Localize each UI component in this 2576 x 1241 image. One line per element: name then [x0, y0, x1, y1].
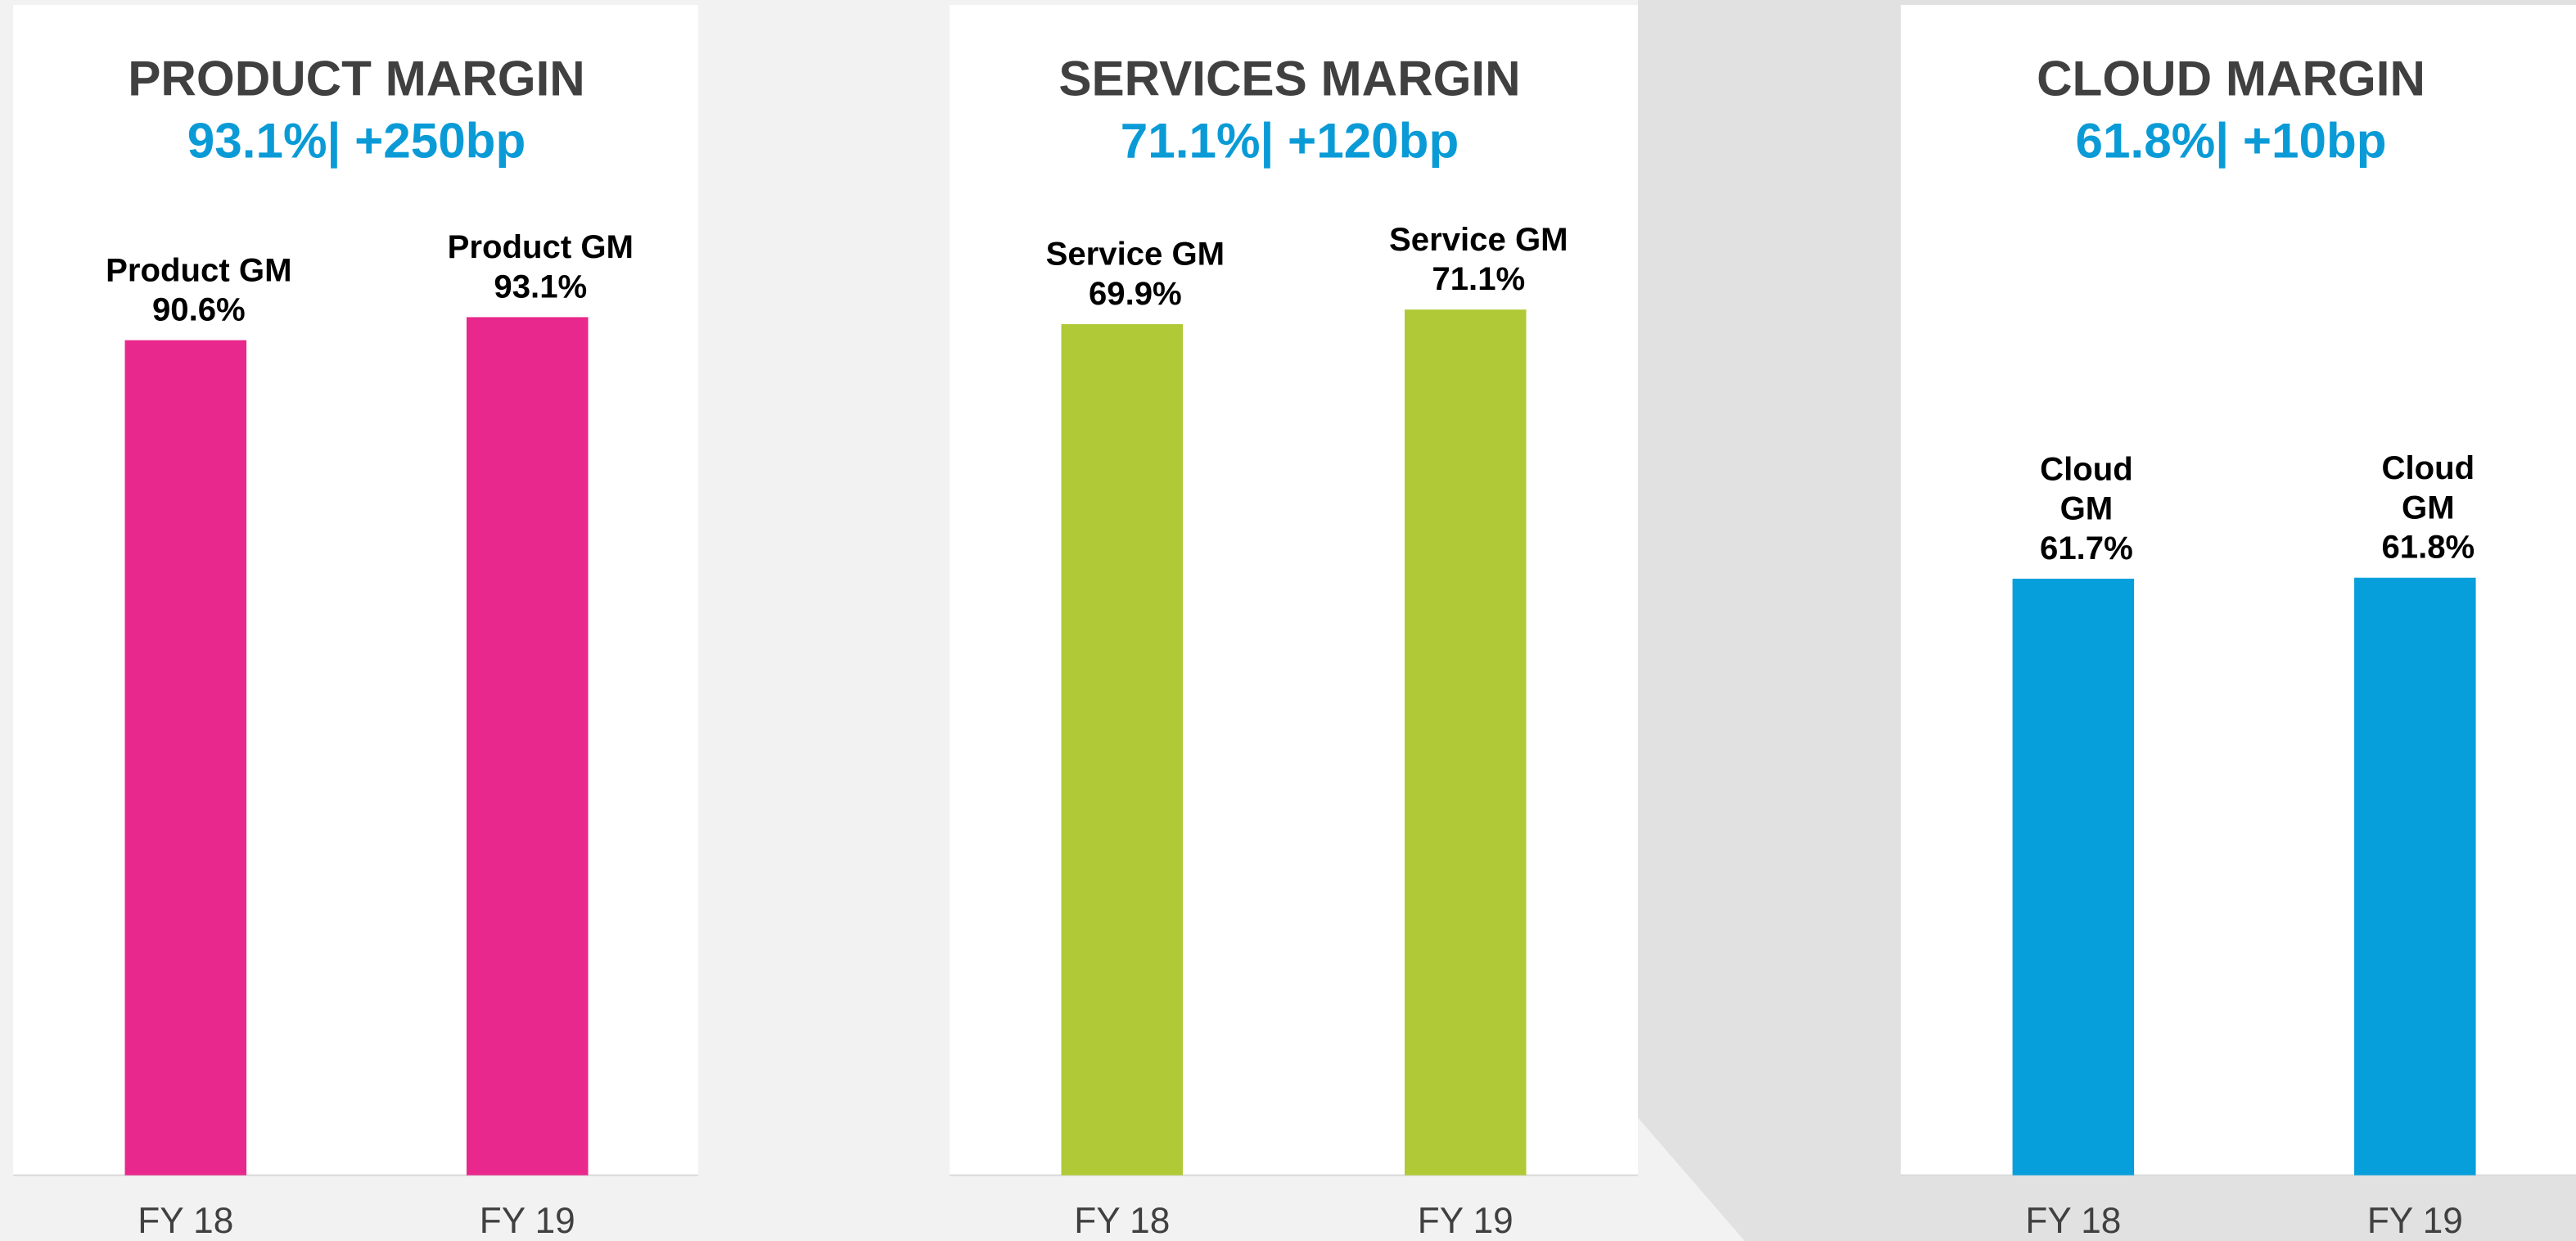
x-tick-label: FY 18	[2025, 1201, 2121, 1241]
data-label: Product GM	[106, 251, 291, 288]
panel	[950, 5, 1638, 1176]
data-label: 61.7%	[2040, 530, 2133, 566]
data-label: 93.1%	[494, 268, 587, 305]
data-label: 61.8%	[2381, 529, 2474, 566]
panel	[13, 5, 698, 1176]
bar	[124, 340, 247, 1176]
x-tick-label: FY 18	[1074, 1201, 1170, 1241]
chart-title: CLOUD MARGIN	[2037, 50, 2425, 106]
x-tick-label: FY 19	[480, 1201, 575, 1241]
data-label: Service GM	[1389, 221, 1568, 258]
data-label: GM	[2060, 490, 2114, 527]
data-label: 71.1%	[1432, 260, 1525, 297]
data-label: Product GM	[448, 228, 634, 265]
bar	[1061, 324, 1184, 1176]
data-label: 90.6%	[152, 291, 246, 327]
chart-subtitle: 93.1%| +250bp	[187, 113, 526, 170]
data-label: 69.9%	[1089, 275, 1182, 312]
bar	[2354, 577, 2476, 1176]
chart-subtitle: 71.1%| +120bp	[1121, 113, 1459, 170]
chart-title: SERVICES MARGIN	[1058, 50, 1520, 106]
data-label: Cloud	[2040, 450, 2133, 487]
data-label: Cloud	[2382, 449, 2475, 486]
bar	[466, 317, 589, 1176]
x-tick-label: FY 18	[138, 1201, 233, 1241]
bar	[1404, 309, 1527, 1176]
chart-title: PRODUCT MARGIN	[128, 50, 585, 106]
data-label: Service GM	[1046, 236, 1225, 273]
bar	[2012, 578, 2135, 1176]
chart-subtitle: 61.8%| +10bp	[2076, 113, 2387, 170]
x-tick-label: FY 19	[2367, 1201, 2463, 1241]
x-tick-label: FY 19	[1418, 1201, 1514, 1241]
data-label: GM	[2402, 489, 2455, 526]
